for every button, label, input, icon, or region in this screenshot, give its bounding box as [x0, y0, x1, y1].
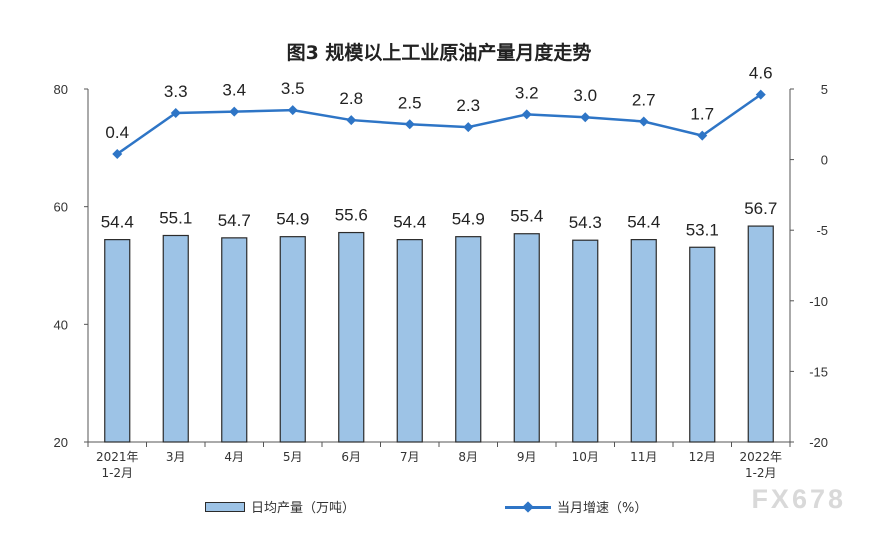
y-right-tick-label: -10 [809, 294, 828, 309]
x-tick-label-line: 3月 [166, 450, 186, 464]
legend-bar-swatch [205, 501, 245, 512]
bar-value-label: 54.4 [393, 213, 426, 232]
bar [689, 246, 716, 443]
line-point-marker [112, 148, 123, 159]
y-right-tick-label: -20 [809, 435, 828, 450]
x-tick-label-line: 1-2月 [101, 466, 133, 480]
legend-label-bars: 日均产量（万吨） [251, 501, 356, 516]
line-value-label: 2.3 [456, 96, 480, 115]
bar-value-label: 54.9 [452, 210, 485, 229]
x-tick-label: 12月 [689, 450, 716, 464]
line-point-marker [521, 109, 532, 120]
bar-value-label: 55.6 [335, 206, 368, 225]
y-left-tick-label: 40 [54, 317, 68, 332]
x-tick-label: 7月 [400, 450, 420, 464]
y-left-tick-label: 60 [54, 200, 68, 215]
x-tick-label-line: 2021年 [96, 450, 139, 464]
line-value-label: 2.7 [632, 90, 656, 109]
bar [572, 239, 599, 443]
x-tick-label: 11月 [630, 450, 657, 464]
x-tick-label-line: 12月 [689, 450, 716, 464]
x-tick-label: 10月 [572, 450, 599, 464]
x-tick-label-line: 4月 [224, 450, 244, 464]
growth-line [116, 93, 762, 155]
legend-item-bars: 日均产量（万吨） [205, 497, 355, 516]
line-point-marker [229, 106, 240, 117]
x-tick-label-line: 7月 [400, 450, 420, 464]
x-tick-label-line: 8月 [458, 450, 478, 464]
line-value-label: 4.6 [749, 64, 773, 83]
y-left-tick-label: 80 [54, 82, 68, 97]
x-tick-label-line: 5月 [283, 450, 303, 464]
x-tick-label: 5月 [283, 450, 303, 464]
y-right-tick-label: -15 [809, 364, 828, 379]
line-point-marker [697, 130, 708, 141]
y-right-tick-label: 5 [821, 82, 828, 97]
line-value-label: 3.4 [222, 81, 246, 100]
x-tick-label-line: 1-2月 [745, 466, 777, 480]
bar-value-label: 54.4 [101, 213, 134, 232]
line-value-label: 2.5 [398, 93, 422, 112]
x-tick-label-line: 6月 [341, 450, 361, 464]
x-tick-label: 9月 [517, 450, 537, 464]
legend-line-swatch [505, 500, 551, 513]
line-point-marker [638, 116, 649, 127]
y-right-tick-label: 0 [821, 153, 828, 168]
bar [104, 239, 131, 443]
x-tick-label-line: 10月 [572, 450, 599, 464]
line-value-label: 3.2 [515, 83, 539, 102]
bar-value-label: 54.9 [276, 210, 309, 229]
x-tick-label: 3月 [166, 450, 186, 464]
line-value-label: 3.0 [573, 86, 597, 105]
x-tick-label-line: 11月 [630, 450, 657, 464]
bar-value-label: 56.7 [744, 199, 777, 218]
x-tick-label-line: 2022年 [739, 450, 782, 464]
bar [221, 237, 248, 443]
x-tick-label: 4月 [224, 450, 244, 464]
line-value-label: 3.5 [281, 79, 305, 98]
x-tick-label: 6月 [341, 450, 361, 464]
bar [513, 233, 540, 443]
x-tick-label: 2022年 1-2月 [739, 450, 782, 480]
line-point-marker [755, 89, 766, 100]
line-value-label: 0.4 [105, 123, 129, 142]
bar-value-label: 54.7 [218, 211, 251, 230]
y-left-tick-label: 20 [54, 435, 68, 450]
bar [338, 231, 365, 443]
x-tick-label: 2021年 1-2月 [96, 450, 139, 480]
watermark-logo: FX678 [751, 484, 846, 514]
line-point-marker [287, 105, 298, 116]
bar [455, 236, 482, 443]
bar-value-label: 55.4 [510, 207, 543, 226]
line-value-label: 1.7 [690, 105, 714, 124]
x-tick-label-line: 9月 [517, 450, 537, 464]
legend-item-line: 当月增速（%） [505, 497, 647, 516]
line-point-marker [170, 108, 181, 119]
bar [162, 234, 189, 443]
chart-title: 图3 规模以上工业原油产量月度走势 [286, 42, 592, 64]
bar [396, 239, 423, 443]
line-point-marker [580, 112, 591, 123]
line-point-marker [404, 119, 415, 130]
bar-value-label: 54.3 [569, 213, 602, 232]
y-right-tick-label: -5 [816, 223, 828, 238]
line-value-label: 3.3 [164, 82, 188, 101]
line-point-marker [346, 115, 357, 126]
bar-value-label: 54.4 [627, 213, 660, 232]
bar [279, 236, 306, 443]
bar-value-label: 53.1 [686, 220, 719, 239]
line-value-label: 2.8 [339, 89, 363, 108]
bar [630, 239, 657, 443]
legend-label-line: 当月增速（%） [557, 501, 648, 516]
line-point-marker [463, 122, 474, 133]
bar [747, 225, 774, 443]
bar-value-label: 55.1 [159, 208, 192, 227]
x-tick-label: 8月 [458, 450, 478, 464]
